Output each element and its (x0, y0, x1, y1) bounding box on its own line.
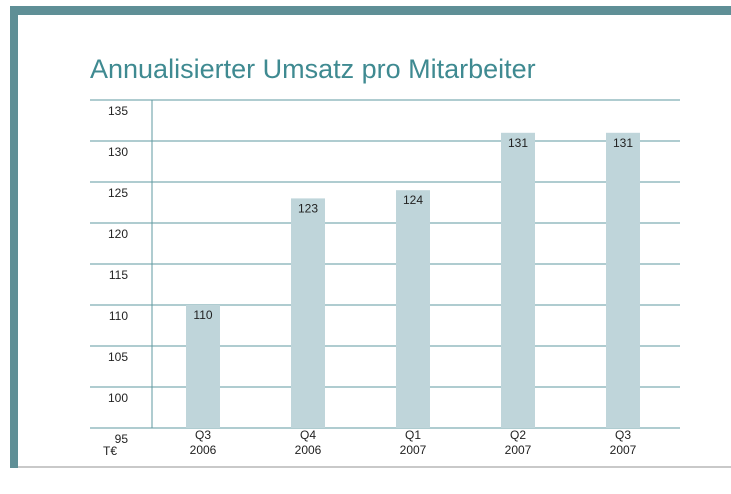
bar (291, 198, 325, 428)
frame-bottom (18, 466, 731, 468)
bar (396, 190, 430, 428)
x-tick-label: Q2 2007 (504, 428, 532, 457)
value-label: 110 (193, 308, 212, 322)
value-label: 131 (613, 136, 633, 150)
x-tick-label: Q3 2007 (609, 428, 637, 457)
y-tick-label: 135 (108, 104, 128, 118)
value-label: 131 (508, 136, 528, 150)
chart-title: Annualisierter Umsatz pro Mitarbeiter (90, 54, 536, 84)
x-tick-label: Q3 2006 (189, 428, 217, 457)
y-unit: T€ (103, 444, 117, 458)
bar (186, 305, 220, 428)
y-tick-label: 125 (108, 186, 128, 200)
y-tick-label: 115 (109, 268, 128, 282)
frame-top (10, 6, 731, 15)
y-tick-label: 130 (108, 145, 128, 159)
y-tick-label: 100 (108, 391, 128, 405)
x-tick-label: Q1 2007 (399, 428, 427, 457)
y-tick-label: 120 (108, 227, 128, 241)
y-tick-label: 95 (115, 432, 129, 446)
y-tick-label: 110 (109, 309, 128, 323)
y-tick-label: 105 (108, 350, 128, 364)
bar (606, 132, 640, 429)
bar (501, 132, 535, 429)
frame-left (10, 6, 18, 468)
x-tick-label: Q4 2006 (294, 428, 322, 457)
value-label: 124 (403, 193, 423, 207)
value-label: 123 (298, 201, 318, 215)
